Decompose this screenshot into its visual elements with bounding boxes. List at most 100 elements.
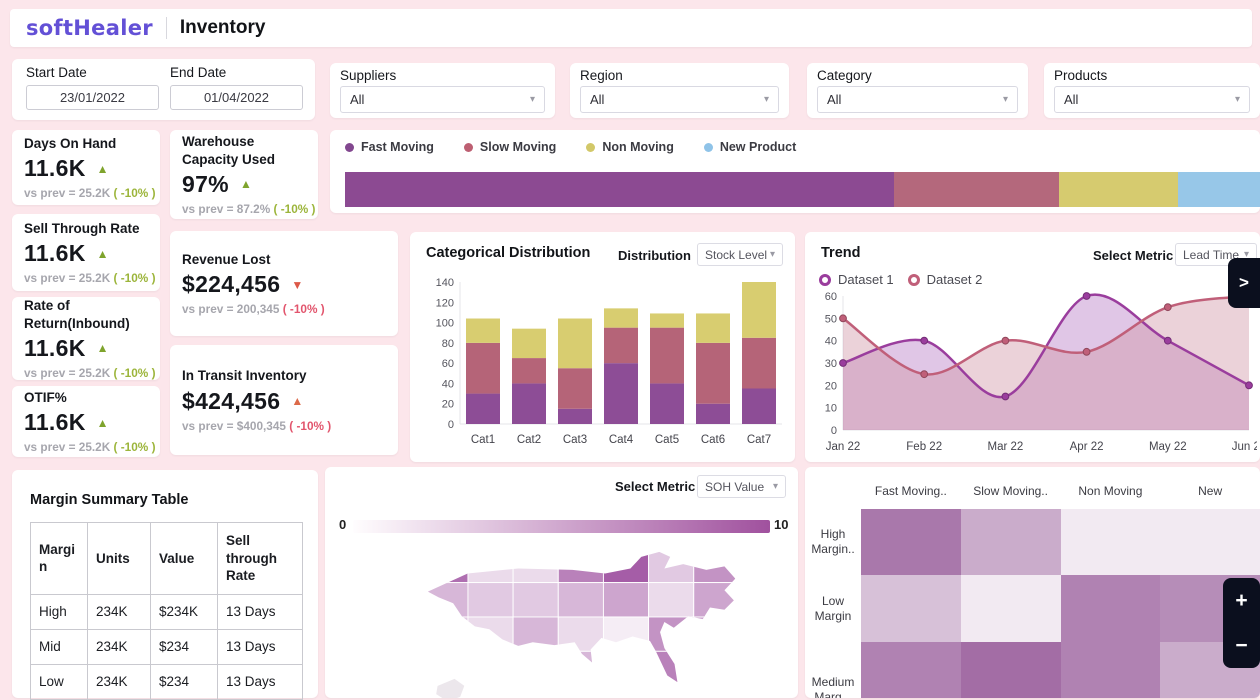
soh-value-value: SOH Value [705, 479, 765, 494]
margin-movement-heatmap-panel: Fast Moving.. Slow Moving.. Non Moving New H… [805, 467, 1260, 698]
kpi-title: Days On Hand [24, 135, 117, 151]
svg-text:Apr 22: Apr 22 [1070, 441, 1104, 453]
map-state [602, 551, 650, 584]
bar-segment [512, 383, 546, 424]
heatmap-column-label: New [1198, 483, 1223, 498]
stacked-bar-segment[interactable] [1177, 172, 1260, 207]
svg-text:0: 0 [448, 419, 454, 431]
chevron-down-icon: ▾ [1234, 93, 1240, 105]
chevron-down-icon: ▾ [769, 248, 775, 260]
stock-level-select[interactable]: Stock Level ▾ [697, 243, 783, 266]
svg-text:Cat7: Cat7 [747, 434, 771, 446]
svg-text:40: 40 [442, 378, 454, 390]
products-select[interactable]: All ▾ [1054, 86, 1250, 113]
bar-segment [650, 383, 684, 424]
heatmap-column-label: Fast Moving.. [874, 483, 947, 498]
bar-segment [558, 408, 592, 424]
panel-title: Categorical Distribution [426, 245, 591, 261]
bar-segment [604, 363, 638, 424]
region-select[interactable]: All ▾ [580, 86, 779, 113]
heatmap-cell[interactable] [1060, 509, 1161, 575]
kpi-delta: ( -10% ) [273, 201, 316, 216]
heatmap-cell[interactable] [861, 575, 961, 642]
svg-text:20: 20 [442, 399, 454, 411]
page-title: Inventory [179, 17, 266, 38]
products-filter-card: Products All ▾ [1044, 63, 1260, 118]
map-state [512, 650, 559, 683]
heatmap-corner [805, 473, 861, 509]
categorical-distribution-chart: 0 20 40 60 80 100 120 140 Cat1 Cat2 Cat3 Cat4 Cat5 Ca… [436, 277, 782, 446]
map-zoom-controls: + − [1223, 578, 1260, 668]
select-metric-label: Select Metric [615, 479, 696, 494]
svg-text:Cat5: Cat5 [655, 434, 679, 446]
svg-text:10: 10 [825, 403, 837, 415]
suppliers-value: All [350, 92, 365, 107]
heatmap-cell[interactable] [1160, 509, 1260, 575]
table-cell: 234K [87, 663, 151, 700]
suppliers-select[interactable]: All ▾ [340, 86, 545, 113]
bar-segment [604, 308, 638, 328]
table-header-cell: Margin [30, 522, 88, 595]
svg-text:60: 60 [442, 358, 454, 370]
svg-text:50: 50 [825, 313, 837, 325]
us-choropleth-map[interactable] [417, 541, 757, 698]
kpi-value: 11.6K [24, 155, 86, 182]
margin-summary-panel: Margin Summary Table Margin Units Value Sel… [12, 470, 318, 700]
stacked-bar-segment[interactable] [894, 172, 1059, 207]
table-row: Low 234K $234 13 Days [30, 663, 303, 700]
stacked-bar-segment[interactable] [1058, 172, 1178, 207]
map-state [693, 616, 736, 652]
bar-segment [466, 318, 500, 343]
zoom-in-button[interactable]: + [1223, 590, 1260, 611]
start-date-label: Start Date [26, 65, 87, 80]
svg-text:Cat3: Cat3 [563, 434, 587, 446]
kpi-value: 97% [182, 170, 229, 197]
legend-dot-icon [703, 142, 713, 152]
legend-item: Dataset 1 [819, 272, 894, 287]
bar-segment [558, 318, 592, 369]
kpi-value: 11.6K [24, 334, 86, 361]
svg-text:120: 120 [436, 297, 454, 309]
kpi-comparison: vs prev = $400,345 ( -10% ) [182, 418, 332, 433]
table-cell: Low [30, 663, 88, 700]
end-date-group: End Date [170, 65, 303, 110]
chevron-right-icon: > [1239, 273, 1249, 292]
heatmap-cell[interactable] [861, 509, 961, 575]
heatmap-cell[interactable] [960, 509, 1061, 575]
map-state [512, 551, 559, 584]
chevron-down-icon: ▾ [1243, 248, 1249, 260]
movement-legend: Fast Moving Slow Moving Non Moving New Prod… [345, 140, 796, 154]
heatmap-column-label: Slow Moving.. [973, 483, 1048, 498]
heatmap-cell[interactable] [960, 575, 1061, 642]
map-state [512, 616, 559, 652]
end-date-input[interactable] [170, 85, 303, 110]
start-date-input[interactable] [26, 85, 159, 110]
soh-value-select[interactable]: SOH Value ▾ [697, 475, 786, 498]
bar-segment [650, 327, 684, 384]
stacked-bar-segment[interactable] [345, 172, 894, 207]
trend-panel: Trend Select Metric Lead Time ▾ Dataset … [805, 232, 1260, 462]
heatmap-cell[interactable] [1060, 575, 1161, 642]
category-select[interactable]: All ▾ [817, 86, 1018, 113]
heatmap-cell[interactable] [1060, 642, 1161, 698]
kpi-value: 11.6K [24, 240, 86, 267]
legend-dot-icon [345, 142, 354, 152]
kpi-card-days-on-hand: Days On Hand 11.6K ▲ vs prev = 25.2K ( -1… [12, 130, 160, 205]
heatmap-cell[interactable] [960, 642, 1061, 698]
map-state [467, 582, 514, 618]
data-point [1163, 336, 1172, 345]
bar-segment [512, 328, 546, 359]
bar-segment [512, 358, 546, 384]
zoom-out-button[interactable]: − [1223, 635, 1260, 656]
trend-up-icon: ▲ [96, 246, 109, 261]
map-state [467, 650, 514, 683]
region-filter-card: Region All ▾ [570, 63, 789, 118]
svg-text:Feb 22: Feb 22 [906, 441, 942, 453]
next-page-button[interactable]: > [1228, 258, 1260, 308]
legend-item: Dataset 2 [907, 272, 982, 287]
heatmap-cell[interactable] [861, 642, 961, 698]
margin-movement-heatmap: Fast Moving.. Slow Moving.. Non Moving New H… [805, 473, 1260, 698]
bar-segment [742, 282, 776, 338]
heatmap-row-label: High Margin.. [811, 527, 855, 556]
bar-segment [558, 368, 592, 409]
